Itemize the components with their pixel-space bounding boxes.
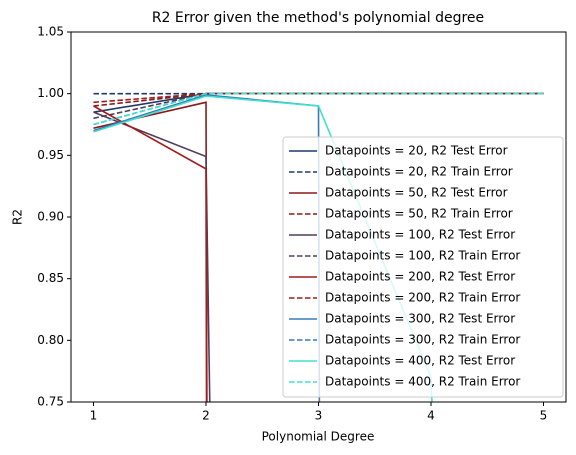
- legend-box: [282, 136, 564, 398]
- series-line: [93, 101, 208, 402]
- legend-label: Datapoints = 200, R2 Test Error: [325, 270, 515, 284]
- series-line: [93, 95, 433, 402]
- x-tick-label: 4: [427, 409, 435, 423]
- legend-label: Datapoints = 50, R2 Train Error: [325, 207, 513, 221]
- x-tick-label: 5: [540, 409, 548, 423]
- series-line: [93, 105, 208, 402]
- y-axis-label: R2: [11, 209, 25, 225]
- legend-label: Datapoints = 50, R2 Test Error: [325, 186, 508, 200]
- x-tick-label: 3: [315, 409, 323, 423]
- legend-label: Datapoints = 400, R2 Train Error: [325, 375, 520, 389]
- chart-title: R2 Error given the method's polynomial d…: [152, 10, 484, 26]
- y-tick-label: 0.80: [37, 333, 64, 347]
- y-tick-label: 0.85: [37, 271, 64, 285]
- plot-area: [93, 92, 544, 402]
- legend-label: Datapoints = 200, R2 Train Error: [325, 291, 520, 305]
- legend-label: Datapoints = 400, R2 Test Error: [325, 354, 515, 368]
- legend-label: Datapoints = 20, R2 Train Error: [325, 165, 513, 179]
- y-tick-label: 0.90: [37, 210, 64, 224]
- legend: Datapoints = 20, R2 Test Error Datapoints…: [282, 136, 564, 398]
- series-line: [93, 111, 211, 402]
- legend-label: Datapoints = 20, R2 Test Error: [325, 144, 508, 158]
- legend-label: Datapoints = 300, R2 Test Error: [325, 312, 515, 326]
- legend-label: Datapoints = 100, R2 Train Error: [325, 249, 520, 263]
- series-line: [93, 92, 544, 126]
- legend-label: Datapoints = 100, R2 Test Error: [325, 228, 515, 242]
- y-tick-label: 1.05: [37, 25, 64, 39]
- x-axis-label: Polynomial Degree: [262, 430, 375, 444]
- x-tick-label: 2: [202, 409, 210, 423]
- y-tick-label: 0.75: [37, 395, 64, 409]
- legend-label: Datapoints = 300, R2 Train Error: [325, 333, 520, 347]
- x-tick-label: 1: [90, 409, 98, 423]
- y-tick-label: 1.00: [37, 86, 64, 100]
- y-tick-label: 0.95: [37, 148, 64, 162]
